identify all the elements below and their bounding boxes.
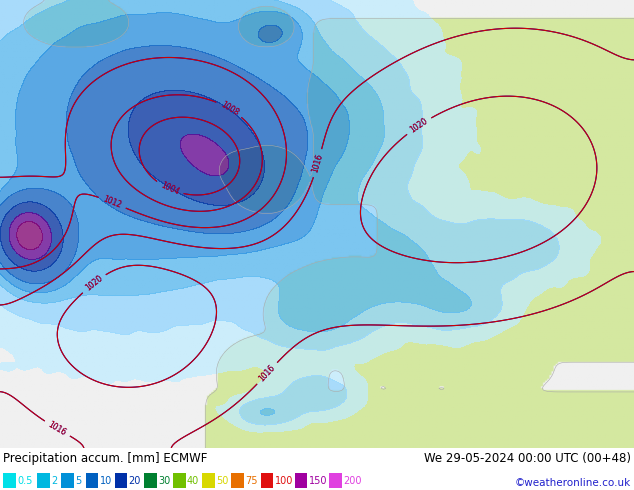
Text: 10: 10	[100, 476, 112, 486]
Text: 1016: 1016	[47, 420, 68, 438]
FancyBboxPatch shape	[3, 473, 16, 488]
Text: 30: 30	[158, 476, 170, 486]
Text: 5: 5	[75, 476, 82, 486]
Text: 20: 20	[129, 476, 141, 486]
FancyBboxPatch shape	[115, 473, 127, 488]
Text: 1008: 1008	[219, 100, 240, 118]
Text: 1020: 1020	[84, 274, 104, 293]
Text: 1020: 1020	[408, 117, 429, 135]
FancyBboxPatch shape	[261, 473, 273, 488]
Text: 50: 50	[216, 476, 229, 486]
Text: 2: 2	[51, 476, 58, 486]
FancyBboxPatch shape	[61, 473, 74, 488]
FancyBboxPatch shape	[173, 473, 186, 488]
FancyBboxPatch shape	[37, 473, 50, 488]
Text: Precipitation accum. [mm] ECMWF: Precipitation accum. [mm] ECMWF	[3, 452, 207, 465]
Text: 1016: 1016	[257, 363, 277, 383]
Text: 1016: 1016	[311, 153, 325, 173]
Text: 150: 150	[309, 476, 327, 486]
FancyBboxPatch shape	[329, 473, 342, 488]
FancyBboxPatch shape	[86, 473, 98, 488]
Text: 1016: 1016	[311, 153, 325, 173]
FancyBboxPatch shape	[295, 473, 307, 488]
Text: 0.5: 0.5	[17, 476, 32, 486]
FancyBboxPatch shape	[202, 473, 215, 488]
Text: 75: 75	[245, 476, 258, 486]
Text: 100: 100	[275, 476, 293, 486]
Text: 1004: 1004	[159, 181, 180, 197]
FancyBboxPatch shape	[231, 473, 244, 488]
Text: 200: 200	[343, 476, 361, 486]
FancyBboxPatch shape	[144, 473, 157, 488]
Text: 1012: 1012	[101, 195, 123, 210]
Text: ©weatheronline.co.uk: ©weatheronline.co.uk	[515, 478, 631, 488]
Text: 1016: 1016	[257, 363, 277, 383]
Text: 40: 40	[187, 476, 199, 486]
Text: We 29-05-2024 00:00 UTC (00+48): We 29-05-2024 00:00 UTC (00+48)	[424, 452, 631, 465]
Text: 1012: 1012	[101, 195, 123, 210]
Text: 1016: 1016	[47, 420, 68, 438]
Text: 1004: 1004	[159, 181, 180, 197]
Text: 1020: 1020	[84, 274, 104, 293]
Text: 1020: 1020	[408, 117, 429, 135]
Text: 1008: 1008	[219, 100, 240, 118]
